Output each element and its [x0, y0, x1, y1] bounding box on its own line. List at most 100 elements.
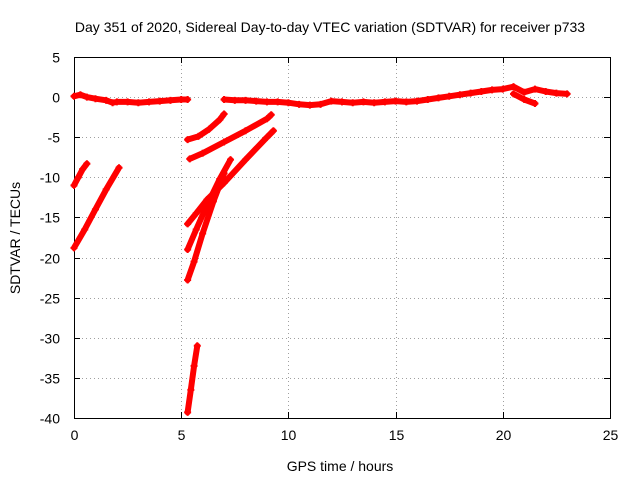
- series-track: [71, 160, 90, 189]
- data-point: [269, 127, 277, 135]
- data-point: [91, 205, 99, 213]
- data-point: [317, 100, 325, 108]
- data-point: [113, 98, 121, 106]
- data-point: [166, 96, 174, 104]
- data-point: [499, 85, 507, 93]
- grid: [74, 57, 610, 418]
- data-point: [488, 86, 496, 94]
- data-point: [74, 173, 82, 181]
- y-tick-label: -10: [40, 170, 60, 186]
- data-point: [102, 96, 110, 104]
- data-point: [552, 89, 560, 97]
- data-point: [381, 98, 389, 106]
- data-point: [338, 98, 346, 106]
- data-point: [359, 98, 367, 106]
- data-point: [199, 229, 207, 237]
- data-series-group: [220, 83, 571, 109]
- x-axis-label: GPS time / hours: [287, 458, 394, 474]
- data-series-group: [186, 111, 275, 163]
- y-tick-label: 5: [52, 50, 60, 66]
- data-point: [263, 133, 271, 141]
- x-tick-label: 25: [603, 427, 619, 443]
- data-point: [242, 156, 250, 164]
- data-point: [184, 136, 192, 144]
- data-point: [156, 97, 164, 105]
- data-point: [370, 99, 378, 107]
- data-point: [91, 95, 99, 103]
- x-tick-label: 5: [178, 427, 186, 443]
- data-point: [531, 100, 539, 108]
- data-point: [134, 99, 142, 107]
- y-tick-label: -25: [40, 291, 60, 307]
- data-point: [263, 98, 271, 106]
- data-point: [192, 225, 200, 233]
- data-point: [242, 96, 250, 104]
- data-point: [520, 96, 528, 104]
- data-point: [242, 127, 250, 135]
- data-point: [445, 92, 453, 100]
- data-point: [295, 100, 303, 108]
- x-tick-label: 20: [496, 427, 512, 443]
- data-series-group: [70, 164, 123, 252]
- data-point: [413, 97, 421, 105]
- data-point: [467, 89, 475, 97]
- data-point: [184, 246, 192, 254]
- data-point: [542, 87, 550, 95]
- data-point: [392, 97, 400, 105]
- y-tick-label: -5: [48, 130, 61, 146]
- series-track: [184, 127, 277, 227]
- series-track: [71, 164, 122, 251]
- data-point: [194, 132, 202, 140]
- data-point: [252, 97, 260, 105]
- data-series-group: [184, 342, 201, 416]
- data-point: [477, 87, 485, 95]
- data-point: [190, 362, 198, 370]
- data-point: [70, 92, 78, 100]
- series-track: [184, 111, 228, 143]
- data-point: [76, 91, 84, 99]
- data-series: [70, 83, 571, 416]
- data-point: [145, 98, 153, 106]
- data-point: [83, 93, 91, 101]
- data-point: [184, 276, 192, 284]
- data-point: [520, 88, 528, 96]
- data-point: [184, 96, 192, 104]
- data-series-group: [184, 169, 228, 284]
- x-tick-label: 15: [389, 427, 405, 443]
- data-point: [220, 169, 228, 177]
- data-point: [209, 197, 217, 205]
- data-point: [216, 116, 224, 124]
- data-point: [220, 138, 228, 146]
- data-point: [115, 164, 123, 172]
- data-point: [434, 94, 442, 102]
- data-point: [267, 111, 275, 119]
- y-tick-label: 0: [52, 90, 60, 106]
- data-point: [192, 209, 200, 217]
- x-tick-label: 0: [71, 427, 79, 443]
- data-point: [177, 96, 185, 104]
- axis-ticks: 0 5 10 15 20 25 5 0 -5 -10 -15 -20 -25 -30 -35 -40: [40, 50, 619, 444]
- data-point: [349, 99, 357, 107]
- data-point: [231, 96, 239, 104]
- data-point: [274, 98, 282, 106]
- data-point: [306, 101, 314, 109]
- data-point: [510, 90, 518, 98]
- y-tick-label: -35: [40, 371, 60, 387]
- x-tick-label: 10: [281, 427, 297, 443]
- data-point: [190, 258, 198, 266]
- data-series-group: [184, 110, 228, 144]
- data-series-group: [184, 127, 277, 228]
- data-series-group: [70, 160, 91, 189]
- y-tick-label: -15: [40, 210, 60, 226]
- data-point: [327, 97, 335, 105]
- data-point: [227, 156, 235, 164]
- data-point: [510, 83, 518, 91]
- data-point: [70, 244, 78, 252]
- data-point: [531, 85, 539, 93]
- plot-frame: [74, 57, 611, 419]
- y-tick-label: -30: [40, 331, 60, 347]
- data-point: [199, 149, 207, 157]
- data-point: [124, 98, 132, 106]
- y-axis-label: SDTVAR / TECUs: [7, 182, 23, 294]
